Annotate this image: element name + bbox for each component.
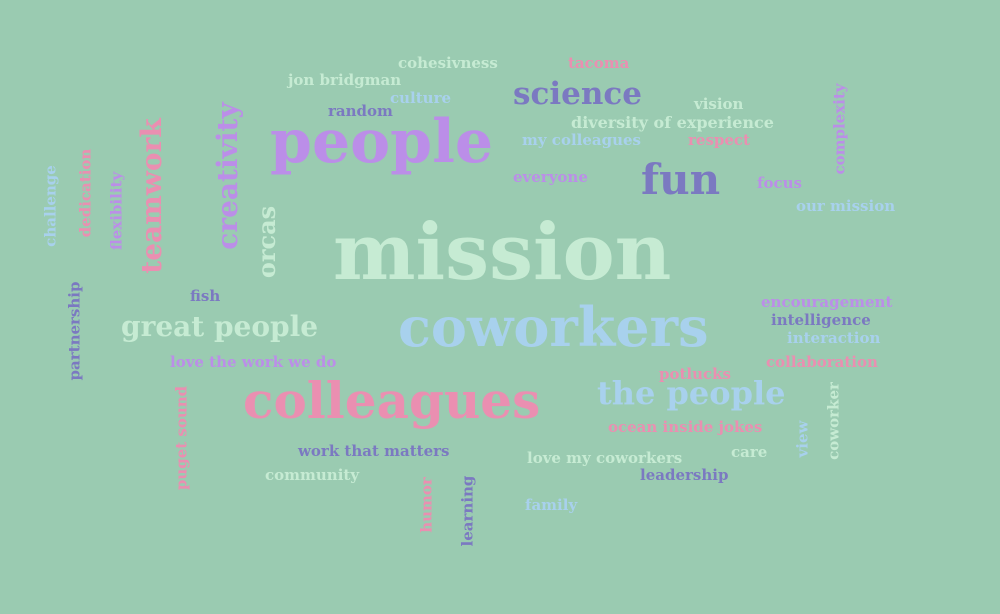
word-care: care bbox=[731, 443, 768, 461]
word-ocean-inside-jokes: ocean inside jokes bbox=[608, 418, 763, 436]
word-focus: focus bbox=[757, 174, 802, 192]
word-complexity: complexity bbox=[830, 83, 849, 175]
word-challenge: challenge bbox=[41, 165, 60, 247]
word-cohesivness: cohesivness bbox=[398, 54, 498, 72]
word-fun: fun bbox=[641, 155, 721, 204]
word-love-the-work-we-do: love the work we do bbox=[170, 353, 337, 371]
word-partnership: partnership bbox=[65, 281, 84, 381]
word-puget-sound: puget sound bbox=[172, 385, 191, 491]
word-colleagues: colleagues bbox=[243, 371, 541, 430]
word-our-mission: our mission bbox=[796, 197, 896, 215]
word-the-people: the people bbox=[597, 374, 786, 412]
word-people: people bbox=[270, 107, 494, 177]
word-everyone: everyone bbox=[513, 168, 588, 186]
word-encouragement: encouragement bbox=[761, 293, 893, 311]
word-intelligence: intelligence bbox=[771, 311, 871, 329]
word-family: family bbox=[525, 496, 578, 514]
word-tacoma: tacoma bbox=[568, 54, 630, 72]
word-orcas: orcas bbox=[252, 205, 281, 279]
word-coworkers: coworkers bbox=[398, 295, 709, 359]
word-love-my-coworkers: love my coworkers bbox=[527, 449, 683, 467]
word-work-that-matters: work that matters bbox=[298, 442, 450, 460]
word-community: community bbox=[265, 466, 360, 484]
word-teamwork: teamwork bbox=[135, 118, 168, 274]
word-random: random bbox=[328, 102, 393, 120]
word-dedication: dedication bbox=[76, 148, 95, 238]
word-respect: respect bbox=[688, 131, 750, 149]
word-jon-bridgman: jon bridgman bbox=[288, 71, 402, 89]
word-fish: fish bbox=[190, 287, 221, 305]
word-learning: learning bbox=[458, 475, 477, 547]
word-view: view bbox=[793, 420, 812, 458]
word-flexibility: flexibility bbox=[107, 171, 126, 251]
word-collaboration: collaboration bbox=[766, 353, 878, 371]
word-interaction: interaction bbox=[787, 329, 881, 347]
word-great-people: great people bbox=[121, 310, 319, 343]
word-diversity-of-experience: diversity of experience bbox=[571, 113, 774, 132]
word-science: science bbox=[513, 76, 642, 112]
word-creativity: creativity bbox=[211, 102, 244, 250]
word-culture: culture bbox=[390, 89, 452, 107]
word-coworker: coworker bbox=[824, 382, 843, 460]
word-potlucks: potlucks bbox=[659, 365, 731, 383]
word-leadership: leadership bbox=[640, 466, 729, 484]
word-vision: vision bbox=[694, 95, 744, 113]
word-mission: mission bbox=[333, 207, 672, 298]
word-my-colleagues: my colleagues bbox=[522, 131, 641, 149]
word-humor: humor bbox=[417, 477, 436, 533]
